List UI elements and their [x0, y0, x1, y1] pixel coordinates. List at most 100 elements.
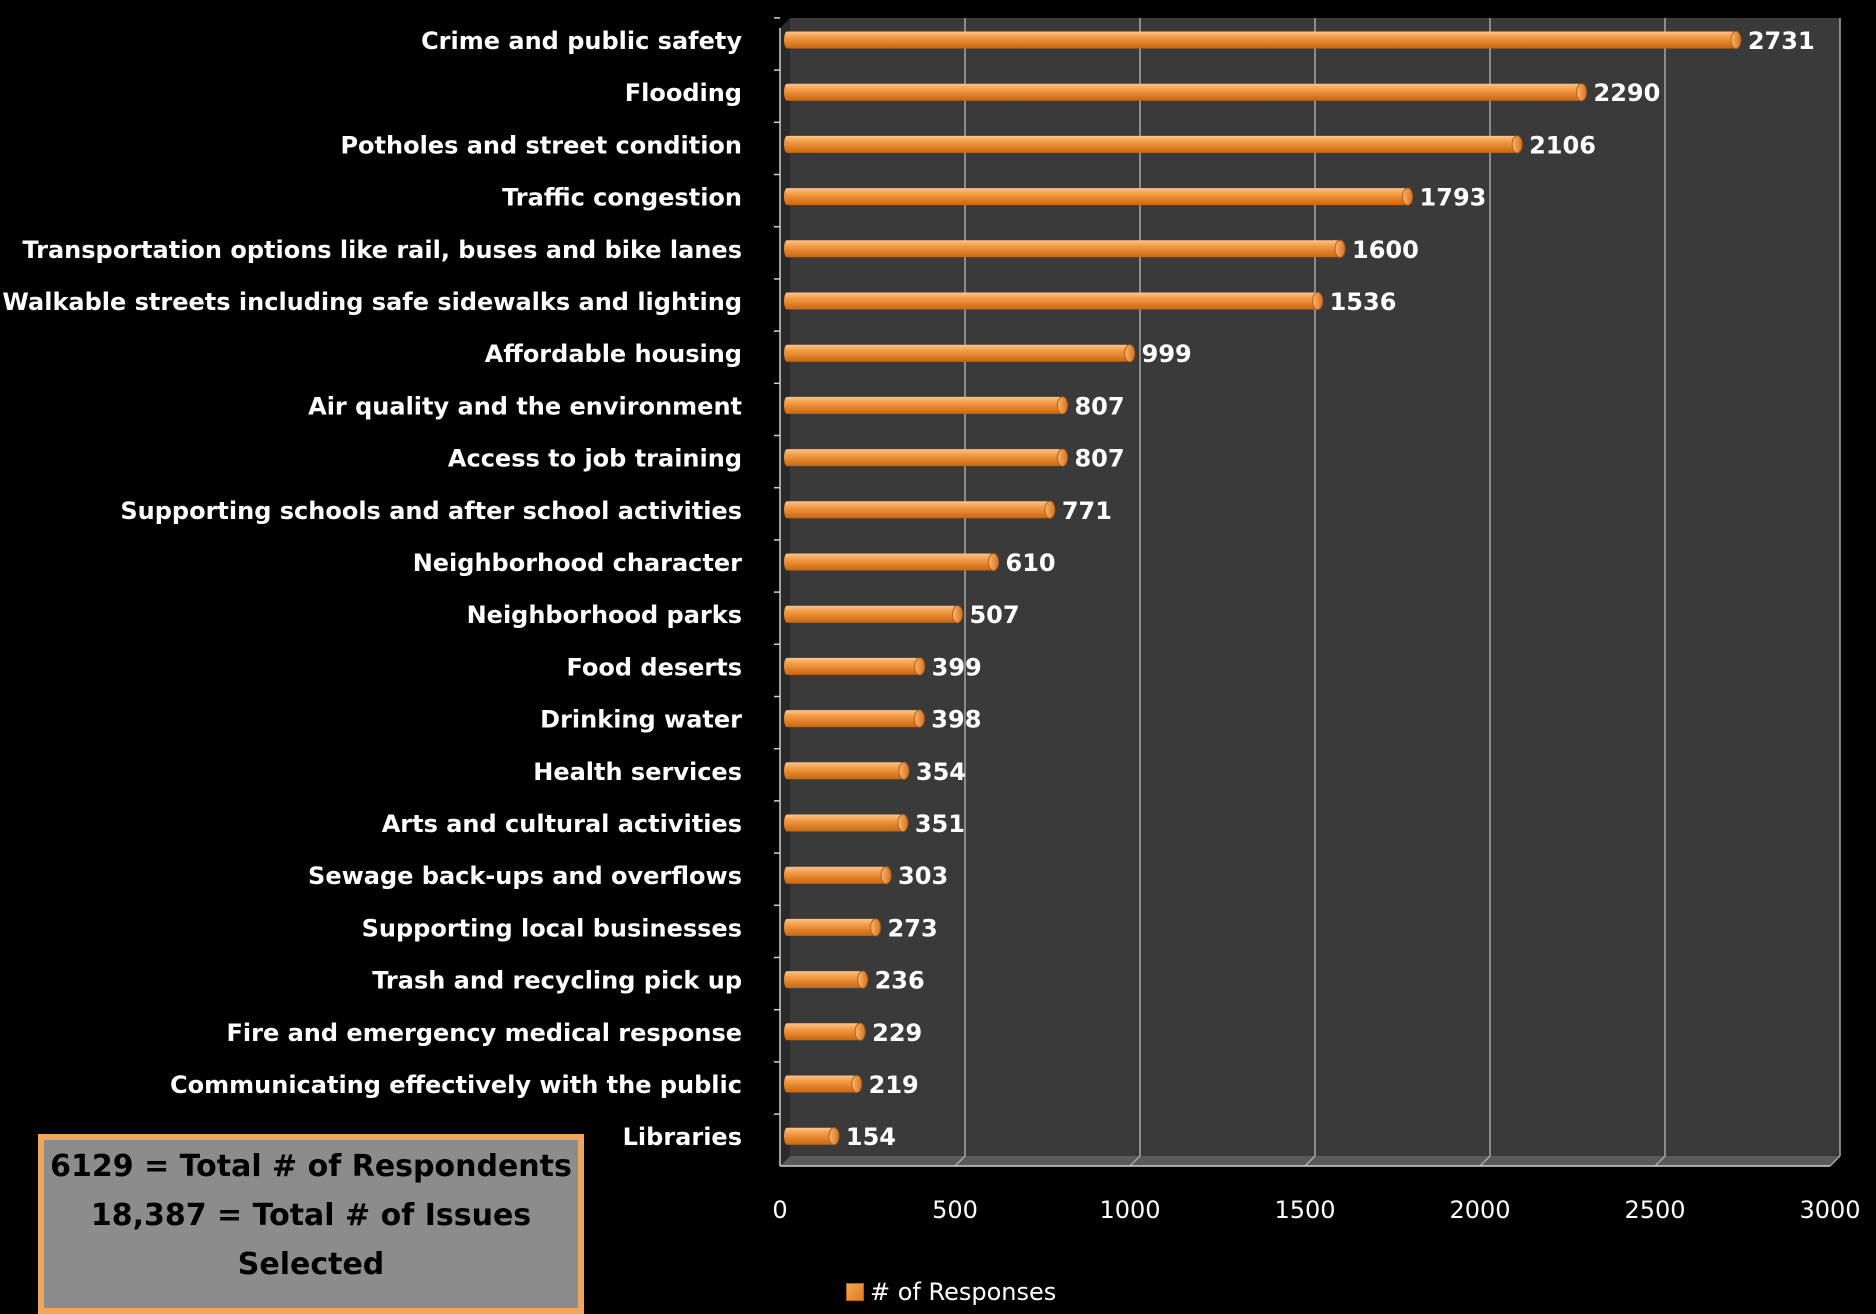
data-label: 807	[1074, 392, 1124, 420]
bar-body	[784, 501, 1050, 519]
gridlines	[774, 17, 1841, 1167]
bar	[784, 500, 1056, 519]
x-tick-label: 2000	[1449, 1196, 1510, 1224]
bar-end-cap	[1730, 31, 1742, 49]
bar	[784, 1022, 866, 1041]
bar	[784, 187, 1414, 206]
data-label: 354	[916, 758, 966, 786]
bar-body	[784, 344, 1130, 362]
bar	[784, 135, 1523, 154]
category-label: Drinking water	[540, 706, 742, 734]
data-label: 2731	[1748, 27, 1815, 55]
category-label: Traffic congestion	[502, 184, 742, 212]
bar-body	[784, 31, 1736, 49]
bar-end-cap	[897, 814, 909, 832]
x-tick-label: 3000	[1799, 1196, 1860, 1224]
category-label: Transportation options like rail, buses …	[22, 236, 742, 264]
x-axis-ticks: 0 500 1000 1500 2000 2500 3000	[772, 1196, 1860, 1224]
bar-end-cap	[828, 1127, 840, 1146]
bar	[784, 344, 1136, 363]
gridline-floor	[1829, 1155, 1841, 1167]
bars	[784, 31, 1742, 1146]
bar	[784, 396, 1068, 415]
data-label: 154	[846, 1123, 896, 1151]
bar-body	[784, 1075, 857, 1093]
data-label: 219	[869, 1071, 919, 1099]
category-label: Trash and recycling pick up	[372, 967, 742, 995]
data-label: 399	[932, 653, 982, 681]
bar-end-cap	[870, 918, 882, 937]
bar-body	[784, 83, 1582, 101]
data-label: 1793	[1420, 184, 1487, 212]
bar-body	[784, 866, 887, 884]
bar	[784, 553, 999, 571]
bar-end-cap	[914, 657, 926, 676]
gridline-floor	[954, 1155, 966, 1167]
bar-body	[784, 762, 904, 780]
bar	[784, 657, 926, 676]
category-label: Neighborhood parks	[467, 601, 742, 629]
bar-end-cap	[880, 866, 892, 885]
category-label: Libraries	[623, 1123, 742, 1151]
category-label: Affordable housing	[485, 340, 742, 368]
bar	[784, 292, 1324, 310]
data-label: 303	[898, 862, 948, 890]
bar-body	[784, 918, 876, 936]
bar	[784, 1075, 863, 1093]
bar-end-cap	[913, 709, 925, 728]
bar-end-cap	[988, 553, 999, 571]
bar-end-cap	[951, 605, 963, 624]
category-label: Health services	[533, 758, 742, 786]
data-label: 2106	[1529, 131, 1596, 159]
bar-body	[784, 240, 1340, 258]
bar-body	[784, 292, 1318, 310]
legend-swatch	[846, 1283, 864, 1301]
bar	[784, 918, 882, 937]
bar	[784, 239, 1346, 258]
bar-end-cap	[854, 1022, 866, 1041]
bar-end-cap	[1124, 344, 1136, 363]
category-labels: Crime and public safety Flooding Potholes …	[2, 27, 742, 1151]
data-label: 2290	[1594, 79, 1661, 107]
category-label: Arts and cultural activities	[382, 810, 742, 838]
bar	[784, 605, 963, 624]
x-tick-label: 500	[932, 1196, 978, 1224]
bar-end-cap	[1044, 500, 1056, 519]
bar-end-cap	[1576, 83, 1587, 102]
data-label: 229	[872, 1019, 922, 1047]
bar-body	[784, 188, 1408, 206]
gridline-floor	[1654, 1155, 1666, 1167]
category-label: Fire and emergency medical response	[227, 1019, 742, 1047]
data-label: 807	[1074, 445, 1124, 473]
note-line-respondents: 6129 = Total # of Respondents	[50, 1149, 572, 1184]
bar	[784, 83, 1587, 102]
bar	[784, 866, 892, 885]
category-label: Sewage back-ups and overflows	[308, 862, 742, 890]
data-label: 1600	[1352, 236, 1419, 264]
bar	[784, 970, 869, 989]
category-label: Air quality and the environment	[308, 392, 742, 420]
x-tick-label: 1000	[1099, 1196, 1160, 1224]
bar-body	[784, 814, 903, 832]
note-line-issues: 18,387 = Total # of Issues	[90, 1198, 532, 1233]
bar-end-cap	[1056, 396, 1068, 415]
bar-body	[784, 971, 863, 989]
category-label: Neighborhood character	[413, 549, 742, 577]
category-label: Communicating effectively with the publi…	[170, 1071, 742, 1099]
bar	[784, 31, 1742, 49]
data-label: 610	[1006, 549, 1056, 577]
bar-body	[784, 657, 920, 675]
bar	[784, 761, 910, 780]
x-tick-label: 0	[772, 1196, 787, 1224]
x-tick-label: 2500	[1624, 1196, 1685, 1224]
bar-end-cap	[898, 761, 910, 780]
category-label: Supporting local businesses	[362, 914, 742, 942]
bar-body	[784, 605, 958, 623]
x-tick-label: 1500	[1274, 1196, 1335, 1224]
category-label: Walkable streets including safe sidewalk…	[2, 288, 742, 316]
bar-end-cap	[1402, 187, 1414, 206]
bar-end-cap	[1312, 292, 1324, 310]
bar-end-cap	[1056, 448, 1068, 467]
data-label: 236	[875, 967, 925, 995]
